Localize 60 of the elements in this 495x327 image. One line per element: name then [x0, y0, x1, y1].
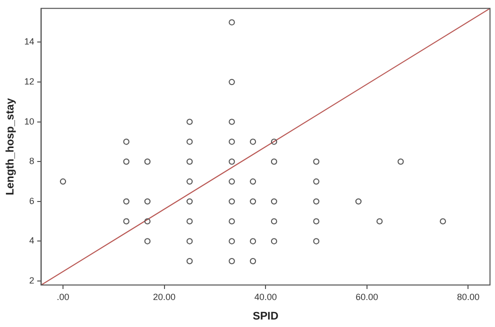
point: [144, 218, 151, 224]
y-tick-label: 6: [29, 196, 34, 206]
point: [313, 238, 320, 244]
point: [270, 238, 278, 244]
point: [186, 198, 193, 205]
y-tick-label: 8: [29, 156, 34, 166]
point: [186, 238, 193, 244]
point: [144, 238, 151, 244]
y-tick-label: 10: [24, 116, 34, 126]
point: [186, 178, 193, 185]
point: [228, 78, 235, 86]
point: [313, 218, 320, 224]
point: [123, 158, 130, 165]
y-tick-label: 14: [24, 36, 34, 47]
y-tick-label: 2: [29, 276, 34, 286]
point: [376, 218, 383, 224]
point: [144, 158, 151, 165]
point: [123, 218, 130, 224]
point: [228, 158, 235, 165]
point: [60, 178, 66, 185]
point: [228, 138, 235, 145]
x-tick-label: 40.00: [254, 292, 277, 302]
x-tick-label: 60.00: [356, 292, 378, 302]
point: [270, 218, 278, 224]
point: [186, 138, 193, 145]
point: [355, 198, 362, 205]
point: [270, 138, 278, 145]
y-tick-label: 12: [24, 76, 34, 87]
x-tick-label: 80.00: [456, 292, 480, 302]
point: [186, 258, 193, 264]
point: [250, 198, 256, 205]
point: [250, 258, 256, 264]
point: [270, 158, 278, 165]
point: [228, 258, 235, 264]
point: [228, 238, 235, 244]
y-axis-title: Length_hosp_stay: [4, 97, 17, 196]
point: [186, 158, 193, 165]
point: [313, 198, 320, 205]
y-tick-label: 4: [29, 236, 34, 246]
point: [250, 178, 256, 185]
point: [123, 198, 130, 205]
point: [398, 158, 404, 165]
point: [228, 218, 235, 224]
point: [228, 19, 235, 26]
point: [440, 218, 446, 224]
point: [313, 158, 320, 165]
point: [250, 238, 256, 244]
point: [228, 118, 235, 125]
point: [144, 198, 151, 205]
point: [228, 178, 235, 185]
x-tick-label: .00: [56, 292, 70, 302]
point: [250, 138, 256, 145]
point: [186, 118, 193, 125]
point: [186, 218, 193, 224]
x-axis-title: SPID: [252, 310, 278, 322]
point: [228, 198, 235, 205]
x-tick-label: 20.00: [153, 292, 176, 302]
point: [270, 198, 278, 205]
point: [123, 138, 130, 145]
point: [313, 178, 320, 185]
